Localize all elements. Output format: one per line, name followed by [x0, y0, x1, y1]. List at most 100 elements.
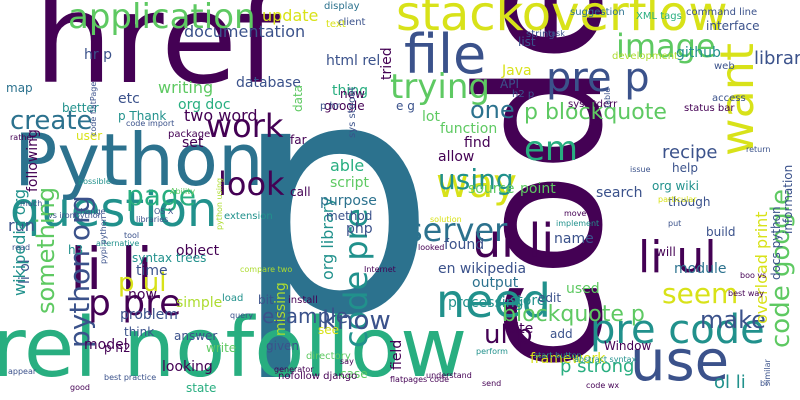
word-165: abstract syntax	[574, 355, 637, 364]
word-161: say	[340, 357, 354, 366]
word-101: case	[340, 367, 368, 381]
word-171: best practice	[104, 373, 157, 382]
word-135: XML tags	[636, 11, 682, 22]
word-58: allow	[438, 149, 475, 165]
word-4: Python	[14, 118, 264, 202]
word-186: task	[548, 29, 565, 38]
word-63: php	[346, 221, 373, 237]
word-150: looked	[418, 243, 445, 252]
word-24: look	[218, 165, 285, 203]
word-30: one	[470, 96, 515, 124]
word-95: model	[84, 337, 128, 353]
word-158: install	[288, 295, 318, 306]
word-86: information	[781, 164, 795, 234]
word-5: li li	[70, 235, 153, 303]
word-46: update	[262, 6, 319, 25]
word-13: application	[68, 0, 256, 37]
word-31: know	[322, 306, 391, 336]
word-67: name	[554, 231, 594, 247]
word-61: purpose	[320, 193, 377, 209]
word-159: directory	[306, 351, 351, 362]
word-184: python using	[215, 177, 224, 230]
word-191: best way	[728, 289, 765, 298]
word-169: good	[70, 383, 90, 392]
word-155: extension	[224, 211, 273, 222]
word-102: see	[318, 323, 340, 337]
word-181: pypi python	[99, 216, 108, 264]
word-7: use	[630, 329, 730, 394]
word-17: image	[616, 27, 716, 65]
word-27: page	[126, 179, 196, 212]
word-64: source	[468, 181, 515, 197]
word-121: h3	[68, 243, 84, 257]
word-49: org doc	[178, 97, 231, 113]
word-48: writing	[158, 78, 214, 97]
word-42: example	[262, 304, 349, 328]
word-116: github	[676, 45, 721, 61]
word-15: way	[436, 161, 517, 207]
word-78: will	[656, 245, 676, 259]
word-187: issue	[630, 165, 651, 174]
word-99: state	[186, 381, 217, 395]
word-173: generator	[274, 365, 314, 374]
word-89: now	[128, 287, 157, 303]
word-14: pre p	[546, 55, 650, 101]
word-163: perform	[476, 347, 508, 356]
word-65: point	[520, 181, 556, 197]
word-119: data	[291, 84, 305, 112]
word-136: command line	[686, 7, 758, 18]
word-47: documentation	[184, 22, 306, 41]
word-113: p Thank	[118, 109, 167, 123]
word-177: much	[20, 199, 43, 208]
word-115: tried	[379, 47, 395, 80]
word-152: implement	[556, 219, 600, 228]
word-144: sys stdout	[347, 86, 358, 138]
word-114: list	[518, 35, 536, 49]
word-8: file	[404, 23, 487, 86]
word-98: looking	[162, 359, 213, 375]
word-133: syntax trees	[132, 251, 207, 265]
word-34: make	[700, 306, 766, 334]
word-125: text	[326, 19, 346, 30]
word-109: call	[290, 185, 311, 199]
word-140: new	[340, 87, 365, 101]
word-19: li ul	[638, 232, 717, 283]
word-111: two word	[184, 106, 258, 125]
word-112: set	[182, 135, 204, 151]
word-97: write	[206, 341, 237, 355]
word-25: server	[406, 211, 508, 249]
word-168: flatpages code	[390, 375, 450, 384]
word-141: h2 p	[512, 89, 535, 100]
word-43: p strong	[560, 356, 635, 377]
word-69: en wikipedia	[438, 261, 527, 277]
word-70: output	[472, 275, 519, 291]
word-3: rel nofollow	[0, 301, 468, 396]
word-56: function	[440, 121, 498, 137]
word-122: hr p	[84, 47, 112, 63]
word-167: send	[482, 379, 502, 388]
word-138: display	[324, 1, 360, 12]
word-128: interface	[706, 19, 760, 33]
word-54: google	[324, 99, 365, 113]
word-18: pre code	[590, 307, 765, 353]
word-143: sys stderr	[568, 99, 618, 110]
word-154: Internet	[364, 265, 396, 274]
word-151: solution	[430, 215, 462, 224]
word-183: vs ironpython	[48, 211, 103, 220]
word-145: possible	[78, 177, 111, 186]
word-103: run	[8, 216, 35, 235]
word-127: string	[526, 29, 555, 40]
word-35: ul p	[484, 320, 533, 350]
word-32: using	[438, 163, 514, 196]
word-117: API	[500, 77, 519, 91]
word-108: field	[389, 339, 405, 370]
word-80: build	[706, 225, 736, 239]
word-142: p hr	[320, 101, 340, 112]
word-110: far	[290, 133, 307, 147]
word-118: e g	[396, 99, 415, 113]
word-175: code flatPage	[89, 81, 98, 136]
word-57: find	[464, 135, 491, 151]
word-83: org wiki	[652, 179, 699, 193]
word-9: question	[10, 182, 218, 238]
